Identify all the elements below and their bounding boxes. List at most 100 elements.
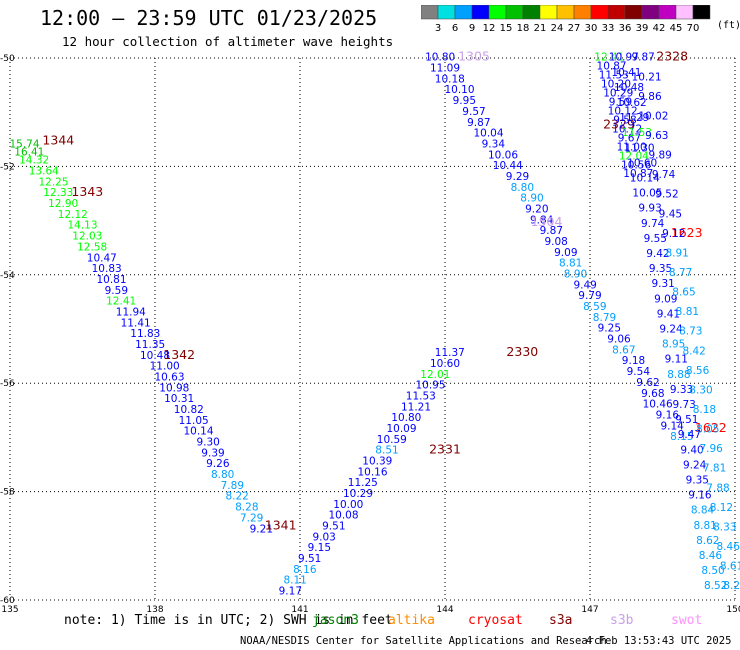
wave-height-value: 10.80 [425, 52, 455, 64]
satellite-altika: altika [388, 613, 435, 628]
satellite-s3b: s3b [610, 613, 634, 628]
wave-height-value: 9.67 [618, 132, 641, 144]
wave-height-value: 9.30 [196, 437, 219, 449]
wave-height-value: 10.47 [87, 252, 117, 264]
wave-height-value: 9.06 [607, 334, 631, 346]
wave-height-value: 9.63 [645, 130, 668, 142]
legend-label: 30 [585, 23, 598, 34]
wave-height-value: 7.88 [706, 482, 729, 494]
wave-height-value: 10.98 [159, 382, 189, 394]
track-id-label: 1622 [695, 420, 727, 435]
track-id-label: 1343 [71, 184, 103, 199]
wave-height-value: 9.21 [250, 523, 273, 535]
wave-height-value: 11.25 [348, 477, 378, 489]
wave-height-value: 10.31 [164, 393, 194, 405]
page-subtitle: 12 hour collection of altimeter wave hei… [62, 34, 394, 49]
wave-height-value: 11.35 [135, 339, 165, 351]
wave-height-value: 11.83 [130, 328, 160, 340]
wave-height-value: 9.11 [665, 354, 688, 366]
wave-height-value: 9.57 [462, 106, 485, 118]
wave-height-value: 8.18 [693, 404, 716, 416]
wave-height-value: 11.00 [617, 141, 647, 153]
wave-height-value: 14.32 [19, 155, 49, 167]
wave-height-value: 10.80 [391, 412, 421, 424]
wave-height-value: 9.16 [688, 490, 712, 502]
wave-height-value: 8.80 [511, 182, 534, 194]
wave-height-value: 11.05 [179, 415, 209, 427]
wave-height-value: 8.51 [375, 445, 398, 457]
wave-height-value: 12.12 [58, 209, 88, 221]
wave-height-value: 10.08 [328, 510, 358, 522]
track-id-label: 2330 [506, 344, 538, 359]
wave-height-value: 9.18 [622, 355, 645, 367]
wave-height-value: 9.03 [312, 531, 335, 543]
wave-height-value: 9.35 [686, 474, 709, 486]
wave-height-value: 12.58 [77, 241, 107, 253]
wave-height-value: 9.87 [631, 52, 654, 64]
wave-height-value: 9.31 [651, 278, 674, 290]
wave-height-value: 10.14 [630, 172, 660, 184]
wave-height-value: 8.42 [682, 345, 705, 357]
wave-height-value: 8.52 [704, 580, 727, 592]
wave-height-value: 8.33 [713, 521, 736, 533]
page-title: 12:00 – 23:59 UTC 01/23/2025 [40, 6, 378, 30]
legend-label: 3 [435, 23, 441, 34]
wave-height-value: 10.39 [362, 456, 392, 468]
wave-height-value: 10.83 [92, 263, 122, 275]
legend-label: 33 [602, 23, 615, 34]
satellite-jason3: jason3 [312, 613, 359, 628]
wave-height-value: 12.25 [38, 176, 68, 188]
wave-height-value: 11.53 [406, 390, 436, 402]
x-tick-label: 147 [581, 605, 598, 612]
y-tick-label: -56 [0, 379, 15, 389]
wave-height-value: 10.10 [444, 84, 474, 96]
legend-label: 21 [534, 23, 547, 34]
wave-height-value: 9.08 [544, 236, 567, 248]
wave-height-value: 8.12 [710, 502, 733, 514]
wave-height-value: 9.39 [201, 447, 224, 459]
wave-height-map: 135 138 141 144 147 150 -50 -52 -54 -56 -58 -60 15.7… [0, 49, 740, 612]
wave-height-value: 11.53 [622, 127, 652, 139]
y-tick-label: -50 [0, 54, 15, 64]
track-id-label: 1305 [458, 49, 490, 64]
legend-label: 24 [551, 23, 564, 34]
y-tick-label: -52 [0, 162, 15, 172]
wave-height-value: 9.14 [660, 420, 684, 432]
x-tick-label: 144 [436, 605, 453, 612]
wave-height-value: 10.48 [614, 82, 644, 94]
wave-height-value: 8.11 [283, 575, 306, 587]
legend-label: 42 [653, 23, 666, 34]
wave-height-value: 10.18 [435, 73, 465, 85]
wave-height-value: 9.73 [672, 399, 695, 411]
wave-height-value: 9.86 [638, 91, 662, 103]
wave-height-value: 9.87 [467, 117, 490, 129]
wave-height-value: 8.81 [559, 258, 582, 270]
track-id-label: 2331 [429, 442, 461, 457]
wave-height-value: 8.80 [211, 469, 234, 481]
wave-height-value: 12.03 [72, 231, 102, 243]
track-id-label: 1341 [265, 518, 297, 533]
wave-height-value: 9.25 [598, 323, 621, 335]
wave-height-value: 9.45 [659, 208, 682, 220]
wave-height-value: 10.62 [617, 97, 647, 109]
wave-height-value: 10.21 [632, 71, 662, 83]
wave-height-value: 10.00 [333, 499, 363, 511]
wave-height-value: 10.60 [627, 157, 657, 169]
wave-height-value: 11.94 [116, 306, 146, 318]
wave-height-value: 8.88 [667, 369, 690, 381]
wave-height-value: 9.93 [638, 203, 661, 215]
wave-height-value: 9.52 [655, 189, 678, 201]
wave-height-value: 9.26 [206, 458, 230, 470]
wave-height-value: 10.02 [638, 110, 668, 122]
wave-height-value: 8.81 [693, 520, 716, 532]
wave-height-value: 8.22 [225, 491, 248, 503]
wave-height-value: 8.59 [583, 301, 606, 313]
wave-height-value: 9.68 [641, 388, 664, 400]
wave-height-value: 9.79 [578, 290, 601, 302]
wave-height-value: 8.46 [699, 550, 723, 562]
wave-height-value: 12.04 [619, 150, 649, 162]
wave-height-value: 7.89 [221, 480, 244, 492]
wave-height-value: 8.90 [520, 193, 543, 205]
track-id-label: 1623 [671, 225, 703, 240]
wave-height-value: 9.84 [530, 214, 554, 226]
